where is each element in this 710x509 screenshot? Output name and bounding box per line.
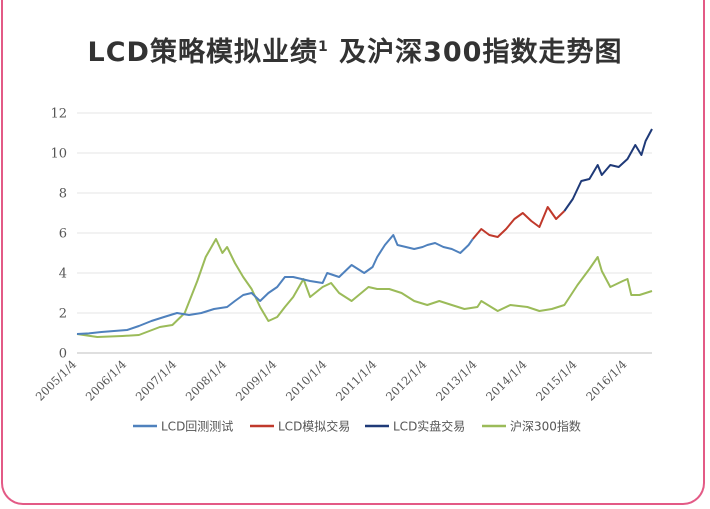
legend-item: LCD模拟交易 bbox=[250, 419, 350, 434]
x-tick-label: 2016/1/4 bbox=[583, 357, 629, 403]
x-tick-label: 2007/1/4 bbox=[133, 357, 179, 403]
series-line bbox=[76, 234, 474, 335]
x-tick-label: 2013/1/4 bbox=[433, 357, 479, 403]
y-tick-label: 2 bbox=[59, 307, 67, 322]
y-tick-label: 12 bbox=[50, 107, 67, 122]
chart-title: LCD策略模拟业绩1 及沪深300指数走势图 bbox=[0, 30, 710, 69]
x-tick-label: 2015/1/4 bbox=[533, 357, 579, 403]
series-line bbox=[76, 238, 653, 338]
x-tick-label: 2014/1/4 bbox=[483, 357, 529, 403]
y-tick-label: 6 bbox=[59, 227, 67, 242]
x-tick-label: 2005/1/4 bbox=[33, 357, 79, 403]
chart-title-main: LCD策略模拟业绩 bbox=[87, 37, 318, 68]
legend-label: LCD模拟交易 bbox=[278, 419, 350, 434]
y-tick-label: 8 bbox=[59, 187, 67, 202]
y-axis-ticks: 0 2 4 6 8 10 12 bbox=[50, 107, 67, 362]
legend: LCD回测测试 LCD模拟交易 LCD实盘交易 沪深300指数 bbox=[133, 419, 581, 434]
legend-item: LCD实盘交易 bbox=[365, 419, 465, 434]
y-tick-label: 10 bbox=[50, 147, 67, 162]
series-line bbox=[472, 206, 566, 240]
legend-label: LCD实盘交易 bbox=[393, 419, 465, 434]
x-tick-label: 2011/1/4 bbox=[333, 357, 379, 403]
x-tick-label: 2010/1/4 bbox=[283, 357, 329, 403]
series-lines bbox=[76, 128, 653, 338]
legend-item: LCD回测测试 bbox=[133, 419, 233, 434]
x-tick-label: 2009/1/4 bbox=[233, 357, 279, 403]
legend-label: 沪深300指数 bbox=[510, 419, 581, 434]
x-tick-label: 2008/1/4 bbox=[183, 357, 229, 403]
chart-title-footnote: 1 bbox=[317, 39, 329, 55]
y-tick-label: 4 bbox=[59, 267, 67, 282]
legend-label: LCD回测测试 bbox=[161, 419, 233, 434]
y-tick-label: 0 bbox=[59, 347, 67, 362]
legend-item: 沪深300指数 bbox=[482, 419, 581, 434]
x-axis-ticks: 2005/1/4 2006/1/4 2007/1/4 2008/1/4 2009/1/4… bbox=[33, 357, 630, 403]
series-line bbox=[563, 128, 653, 212]
chart-title-rest: 及沪深300指数走势图 bbox=[328, 37, 623, 68]
x-tick-label: 2006/1/4 bbox=[83, 357, 129, 403]
x-tick-label: 2012/1/4 bbox=[383, 357, 429, 403]
